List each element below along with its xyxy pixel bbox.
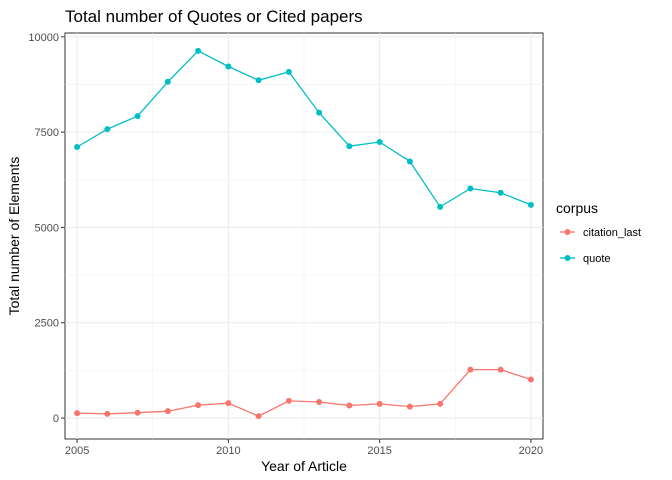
legend-key-point [564,229,571,235]
data-point-citation_last [104,410,111,417]
data-point-quote [74,143,81,150]
y-tick-label: 0 [53,413,59,425]
data-point-citation_last [497,366,504,373]
data-point-citation_last [164,408,171,415]
data-point-citation_last [467,366,474,373]
data-point-citation_last [225,400,232,407]
y-tick-label: 10000 [28,32,59,44]
data-point-citation_last [134,409,141,416]
legend-title: corpus [556,200,598,216]
data-point-citation_last [346,402,353,409]
data-point-quote [255,77,262,84]
data-point-citation_last [255,413,262,420]
x-tick-label: 2010 [216,445,240,457]
series-line-quote [76,50,532,208]
chart-title: Total number of Quotes or Cited papers [65,7,363,26]
data-point-quote [527,201,534,208]
data-point-quote [316,109,323,116]
data-point-quote [346,143,353,150]
data-point-quote [285,68,292,75]
data-point-quote [225,63,232,70]
data-point-citation_last [74,410,81,417]
data-point-quote [406,158,413,165]
y-axis-title: Total number of Elements [6,157,22,316]
data-point-quote [195,47,202,54]
data-point-citation_last [316,399,323,406]
y-tick-label: 5000 [35,222,59,234]
y-tick-label: 2500 [35,318,59,330]
data-point-quote [467,185,474,192]
x-axis-title: Year of Article [261,458,347,474]
data-point-citation_last [285,397,292,404]
y-axis: 0 2500 5000 7500 10000 [28,32,65,425]
y-tick-label: 7500 [35,127,59,139]
data-point-citation_last [437,400,444,407]
data-point-quote [497,189,504,196]
data-point-citation_last [527,376,534,383]
data-point-quote [134,113,141,120]
data-point-citation_last [376,400,383,407]
x-tick-label: 2020 [519,445,543,457]
x-tick-label: 2015 [367,445,391,457]
x-axis: 2005 2010 2015 2020 [65,439,543,457]
data-point-quote [437,203,444,210]
data-point-citation_last [406,403,413,410]
data-point-quote [104,126,111,133]
data-point-citation_last [195,402,202,409]
data-point-quote [164,78,171,85]
x-tick-label: 2005 [65,445,89,457]
series-line-citation_last [77,368,532,417]
data-point-quote [376,139,383,146]
grid-lines [65,33,543,439]
legend-label: quote [583,253,611,265]
legend-label: citation_last [583,227,641,239]
legend-key-point [564,255,571,261]
series-layer [74,47,534,420]
